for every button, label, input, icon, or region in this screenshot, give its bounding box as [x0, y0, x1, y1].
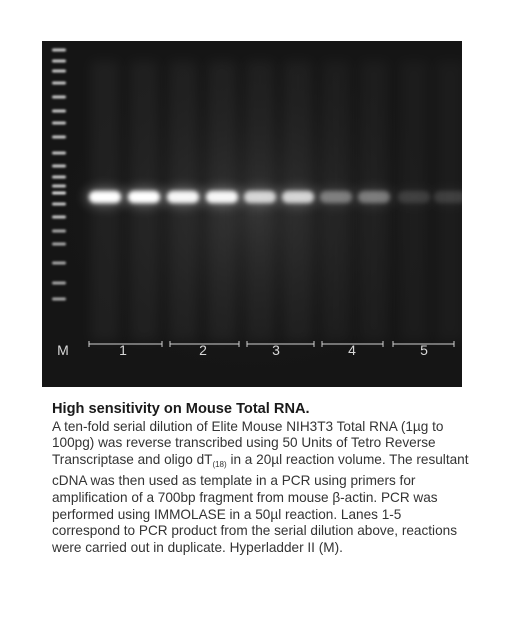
ladder-band: [52, 48, 66, 52]
ladder-band: [52, 59, 66, 63]
caption-subscript: (18): [212, 459, 227, 469]
lane-label-2: 2: [199, 342, 207, 358]
pcr-band: [244, 191, 276, 203]
ladder-band: [52, 242, 66, 246]
ladder-band: [52, 215, 66, 219]
ladder-marker-bands: [52, 48, 66, 301]
ladder-band: [52, 261, 66, 265]
ladder-band: [52, 191, 66, 195]
ladder-band: [52, 202, 66, 206]
ladder-band: [52, 281, 66, 285]
pcr-band: [434, 191, 462, 203]
pcr-band: [89, 191, 121, 203]
ladder-band: [52, 151, 66, 155]
ladder-band: [52, 184, 66, 188]
caption-body: A ten-fold serial dilution of Elite Mous…: [52, 419, 472, 557]
pcr-band: [206, 191, 238, 203]
lane-brackets: [88, 341, 455, 347]
pcr-band: [320, 191, 352, 203]
ladder-band: [52, 121, 66, 125]
pcr-band: [128, 191, 160, 203]
caption-text-part2: in a 20µl reaction volume. The resultant…: [52, 451, 469, 555]
pcr-band: [282, 191, 314, 203]
ladder-band: [52, 135, 66, 139]
ladder-band: [52, 229, 66, 233]
lane-label-m: M: [57, 342, 69, 358]
caption-title: High sensitivity on Mouse Total RNA.: [52, 401, 310, 417]
ladder-band: [52, 95, 66, 99]
lane-label-5: 5: [420, 342, 428, 358]
gel-graphic: [42, 41, 462, 387]
caption-text-part1: A ten-fold serial dilution of Elite Mous…: [52, 418, 444, 467]
lane-label-4: 4: [348, 342, 356, 358]
ladder-band: [52, 69, 66, 73]
figure-caption: High sensitivity on Mouse Total RNA. A t…: [52, 401, 472, 556]
gel-electrophoresis-image: M 1 2 3 4 5: [42, 41, 462, 387]
ladder-band: [52, 164, 66, 168]
pcr-product-bands: [85, 188, 462, 206]
ladder-band: [52, 175, 66, 179]
ladder-band: [52, 297, 66, 301]
lane-label-3: 3: [272, 342, 280, 358]
pcr-band: [398, 191, 430, 203]
pcr-band: [167, 191, 199, 203]
pcr-band: [358, 191, 390, 203]
lane-label-1: 1: [119, 342, 127, 358]
ladder-band: [52, 109, 66, 113]
ladder-band: [52, 81, 66, 85]
